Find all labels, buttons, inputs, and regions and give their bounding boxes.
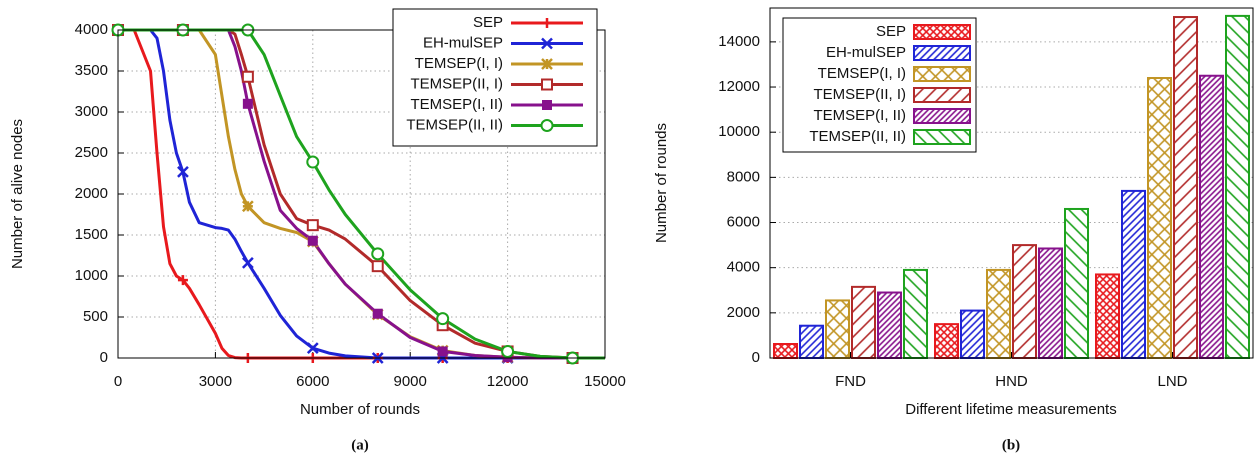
x-tick-label: 15000 <box>584 373 626 390</box>
x-tick-label: 6000 <box>296 373 329 390</box>
bar <box>1199 74 1224 359</box>
x-tick-label: LND <box>1157 373 1187 390</box>
legend-swatch <box>913 87 971 103</box>
bar <box>903 268 928 359</box>
bar <box>1095 273 1120 359</box>
bar <box>934 323 959 359</box>
legend-label: TEMSEP(II, I) <box>410 75 503 92</box>
bar <box>986 268 1011 359</box>
y-axis-title: Number of alive nodes <box>9 119 26 269</box>
marker <box>542 18 552 28</box>
x-tick-label: 3000 <box>199 373 232 390</box>
y-tick-label: 1500 <box>75 226 108 243</box>
legend-swatch <box>913 24 971 40</box>
marker <box>307 235 318 246</box>
y-tick-label: 2000 <box>727 304 760 321</box>
y-tick-label: 3500 <box>75 62 108 79</box>
bar <box>1064 207 1089 359</box>
marker <box>241 200 254 213</box>
caption: (b) <box>1002 437 1020 453</box>
bar <box>1147 77 1172 359</box>
legend-label: TEMSEP(II, II) <box>809 128 906 145</box>
marker <box>241 70 254 83</box>
marker <box>372 308 383 319</box>
legend-swatch <box>913 108 971 124</box>
bar <box>1225 14 1250 359</box>
marker <box>437 346 448 357</box>
marker <box>177 275 188 286</box>
x-tick-label: FND <box>835 373 866 390</box>
legend-label: TEMSEP(II, II) <box>406 116 503 133</box>
y-tick-label: 0 <box>100 349 108 366</box>
y-tick-label: 4000 <box>727 259 760 276</box>
y-tick-label: 12000 <box>718 78 760 95</box>
bar <box>851 285 876 360</box>
marker <box>241 256 254 269</box>
marker <box>501 344 515 358</box>
legend-label: TEMSEP(II, I) <box>813 86 906 103</box>
x-tick-label: 12000 <box>487 373 529 390</box>
legend-swatch <box>913 45 971 61</box>
marker <box>541 78 553 91</box>
legend-swatch <box>913 66 971 82</box>
marker <box>371 247 385 261</box>
x-axis-title: Number of rounds <box>300 401 420 418</box>
bar <box>1012 244 1037 359</box>
y-tick-label: 3000 <box>75 103 108 120</box>
y-tick-label: 2000 <box>75 185 108 202</box>
bar <box>825 299 850 359</box>
marker <box>306 155 320 169</box>
bar <box>877 291 902 360</box>
marker <box>371 260 384 273</box>
marker <box>177 165 189 178</box>
marker <box>541 37 553 50</box>
y-tick-label: 6000 <box>727 213 760 230</box>
marker <box>306 219 319 232</box>
y-tick-label: 1000 <box>75 267 108 284</box>
bar <box>799 324 824 360</box>
marker <box>306 342 319 355</box>
bar <box>1121 189 1146 359</box>
legend-label: SEP <box>876 23 906 40</box>
x-tick-label: HND <box>995 373 1028 390</box>
legend-label: EH-mulSEP <box>423 34 503 51</box>
legend-swatch <box>913 129 971 145</box>
marker <box>540 119 554 132</box>
marker <box>541 58 553 70</box>
plot-border <box>769 7 1254 359</box>
bar <box>960 309 985 360</box>
bar <box>1173 16 1198 359</box>
y-tick-label: 14000 <box>718 33 760 50</box>
legend-label: TEMSEP(I, II) <box>410 96 503 113</box>
legend-label: TEMSEP(I, II) <box>813 107 906 124</box>
x-tick-label: 9000 <box>394 373 427 390</box>
y-tick-label: 2500 <box>75 144 108 161</box>
legend-box <box>392 8 598 147</box>
y-tick-label: 4000 <box>75 21 108 38</box>
y-axis-title: Number of rounds <box>653 123 670 243</box>
y-tick-label: 8000 <box>727 168 760 185</box>
bar <box>773 343 798 359</box>
legend-label: TEMSEP(I, I) <box>818 65 906 82</box>
legend-label: EH-mulSEP <box>826 44 906 61</box>
y-tick-label: 0 <box>752 349 760 366</box>
x-tick-label: 0 <box>114 373 122 390</box>
legend-label: TEMSEP(I, I) <box>415 55 503 72</box>
legend-label: SEP <box>473 14 503 31</box>
bar <box>1038 247 1063 359</box>
caption: (a) <box>351 437 369 453</box>
plot-border <box>117 29 606 359</box>
marker <box>542 100 552 110</box>
y-tick-label: 10000 <box>718 123 760 140</box>
marker <box>436 312 450 326</box>
marker <box>242 98 253 109</box>
y-tick-label: 500 <box>83 308 108 325</box>
x-axis-title: Different lifetime measurements <box>905 401 1116 418</box>
